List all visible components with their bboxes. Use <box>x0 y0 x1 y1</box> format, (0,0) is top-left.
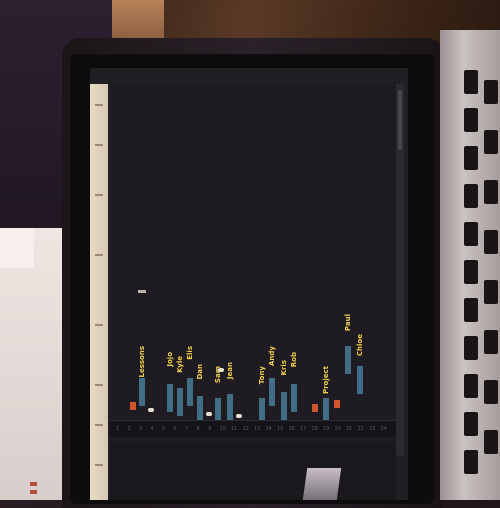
keyboard-key <box>484 80 498 104</box>
column-heading[interactable]: Lessons <box>138 346 146 378</box>
scrollbar-thumb[interactable] <box>398 90 402 150</box>
keyboard-key <box>464 222 478 246</box>
paper-tab <box>0 228 34 268</box>
sidebar-item[interactable] <box>95 144 103 146</box>
sidebar-item[interactable] <box>95 254 103 256</box>
column-item[interactable] <box>345 346 351 374</box>
white-card-marker[interactable] <box>236 414 242 418</box>
sidebar-item[interactable] <box>95 384 103 386</box>
vertical-scrollbar[interactable] <box>396 84 404 456</box>
column-item[interactable] <box>269 378 275 406</box>
keyboard-key <box>484 380 498 404</box>
bottom-panel <box>110 442 396 500</box>
sidebar-item[interactable] <box>95 324 103 326</box>
sidebar-item[interactable] <box>95 424 103 426</box>
timeline-tick-label: 19 <box>323 426 330 432</box>
timeline-tick-label: 7 <box>185 426 189 432</box>
keyboard-key <box>464 108 478 132</box>
column-heading[interactable]: Rob <box>290 352 298 368</box>
workspace-canvas[interactable] <box>110 82 396 457</box>
timeline-tick-label: 18 <box>311 426 318 432</box>
column-heading[interactable]: Kris <box>280 360 288 376</box>
red-card-marker[interactable] <box>312 404 318 412</box>
timeline-tick-label: 5 <box>162 426 166 432</box>
timeline-tick-label: 22 <box>357 426 364 432</box>
keyboard-key <box>484 180 498 204</box>
timeline-tick-label: 2 <box>127 426 131 432</box>
paper-stack <box>0 228 70 500</box>
column-item[interactable] <box>177 388 183 416</box>
red-card-marker[interactable] <box>130 402 136 410</box>
column-item[interactable] <box>227 394 233 422</box>
keyboard-key <box>464 70 478 94</box>
app-sidebar[interactable] <box>90 84 108 500</box>
column-heading[interactable]: Paul <box>344 314 352 332</box>
keyboard-key <box>484 280 498 304</box>
timeline-tick-label: 20 <box>334 426 341 432</box>
keyboard-key <box>464 374 478 398</box>
timeline-tick-label: 13 <box>254 426 261 432</box>
timeline-tick-label: 24 <box>380 426 387 432</box>
red-card-marker[interactable] <box>334 400 340 408</box>
paper-red-mark <box>30 490 37 494</box>
column-heading[interactable]: Jean <box>226 362 234 380</box>
keyboard-key <box>484 430 498 454</box>
sidebar-item[interactable] <box>95 104 103 106</box>
timeline-tick-label: 12 <box>242 426 249 432</box>
keyboard-key <box>464 146 478 170</box>
timeline-tick-label: 6 <box>173 426 177 432</box>
cursor-marker <box>138 290 146 293</box>
timeline-tick-label: 23 <box>369 426 376 432</box>
column-item[interactable] <box>139 378 145 406</box>
column-heading[interactable]: Chloe <box>356 334 364 357</box>
keyboard-key <box>484 130 498 154</box>
laptop-keyboard <box>440 30 500 500</box>
timeline-tick-label: 9 <box>208 426 212 432</box>
timeline-tick-label: 8 <box>196 426 200 432</box>
column-heading[interactable]: Tony <box>258 366 266 385</box>
keyboard-key <box>464 260 478 284</box>
white-card-marker[interactable] <box>206 412 212 416</box>
keyboard-key <box>464 336 478 360</box>
column-heading[interactable]: Jojo <box>166 352 174 367</box>
timeline-tick-label: 1 <box>116 426 120 432</box>
column-item[interactable] <box>281 392 287 420</box>
timeline-tick-label: 14 <box>265 426 272 432</box>
timeline-tick-label: 15 <box>277 426 284 432</box>
column-item[interactable] <box>357 366 363 394</box>
sidebar-item[interactable] <box>95 464 103 466</box>
column-heading[interactable]: Dan <box>196 364 204 380</box>
timeline-tick-label: 11 <box>231 426 238 432</box>
column-item[interactable] <box>291 384 297 412</box>
column-heading[interactable]: Elis <box>186 346 194 360</box>
paper-red-mark <box>30 482 37 486</box>
screen-glare <box>302 468 342 500</box>
timeline-tick-label: 10 <box>219 426 226 432</box>
white-card-marker[interactable] <box>218 368 224 372</box>
timeline-tick-label: 21 <box>346 426 353 432</box>
keyboard-key <box>464 298 478 322</box>
column-heading[interactable]: Andy <box>268 346 276 366</box>
timeline-tick-label: 4 <box>150 426 154 432</box>
column-item[interactable] <box>167 384 173 412</box>
keyboard-key <box>464 450 478 474</box>
column-item[interactable] <box>187 378 193 406</box>
keyboard-key <box>464 412 478 436</box>
keyboard-key <box>484 230 498 254</box>
timeline-tick-label: 3 <box>139 426 143 432</box>
sidebar-item[interactable] <box>95 194 103 196</box>
column-heading[interactable]: Project <box>322 366 330 395</box>
keyboard-key <box>464 184 478 208</box>
timeline-ruler[interactable]: 1 2 3 4 5 6 7 8 9 10 11 12 13 14 15 16 17 18 19 20 21 22 23 24 <box>110 420 396 437</box>
timeline-tick-label: 17 <box>300 426 307 432</box>
timeline-tick-label: 16 <box>288 426 295 432</box>
keyboard-key <box>484 330 498 354</box>
white-card-marker[interactable] <box>148 408 154 412</box>
column-heading[interactable]: Kyle <box>176 356 184 373</box>
